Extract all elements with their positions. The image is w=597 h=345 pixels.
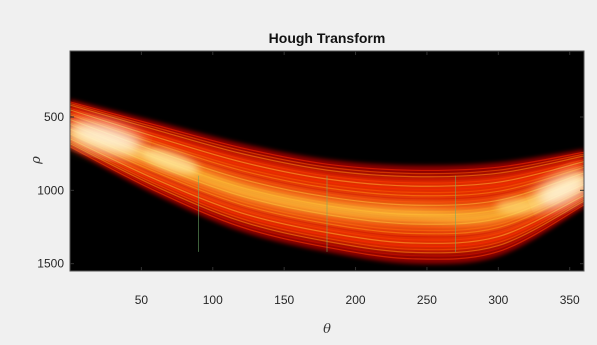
band-strand (70, 106, 584, 181)
vertical-markers (198, 175, 456, 252)
x-tick-label: 150 (274, 293, 294, 307)
chart-title: Hough Transform (269, 30, 386, 46)
peak-left (70, 121, 143, 154)
x-axis: 50 100 150 200 250 300 350 (135, 51, 580, 307)
y-axis-label: ρ (29, 156, 44, 165)
x-axis-label: θ (323, 322, 331, 337)
x-tick-label: 100 (203, 293, 223, 307)
x-tick-label: 50 (135, 293, 149, 307)
band-strand (70, 102, 584, 175)
y-tick-label: 1000 (37, 183, 64, 197)
x-tick-label: 350 (560, 293, 580, 307)
band-strand (70, 101, 584, 172)
plot-frame (69, 50, 585, 272)
peak-left-2 (141, 148, 199, 174)
y-axis: 500 1000 1500 (37, 110, 584, 271)
band-strand (70, 104, 584, 178)
peak-right-2 (495, 198, 544, 215)
peak-right (534, 172, 584, 209)
y-tick-label: 1500 (37, 257, 64, 271)
x-tick-label: 200 (346, 293, 366, 307)
x-tick-label: 250 (417, 293, 437, 307)
x-tick-label: 300 (488, 293, 508, 307)
y-tick-label: 500 (44, 110, 64, 124)
